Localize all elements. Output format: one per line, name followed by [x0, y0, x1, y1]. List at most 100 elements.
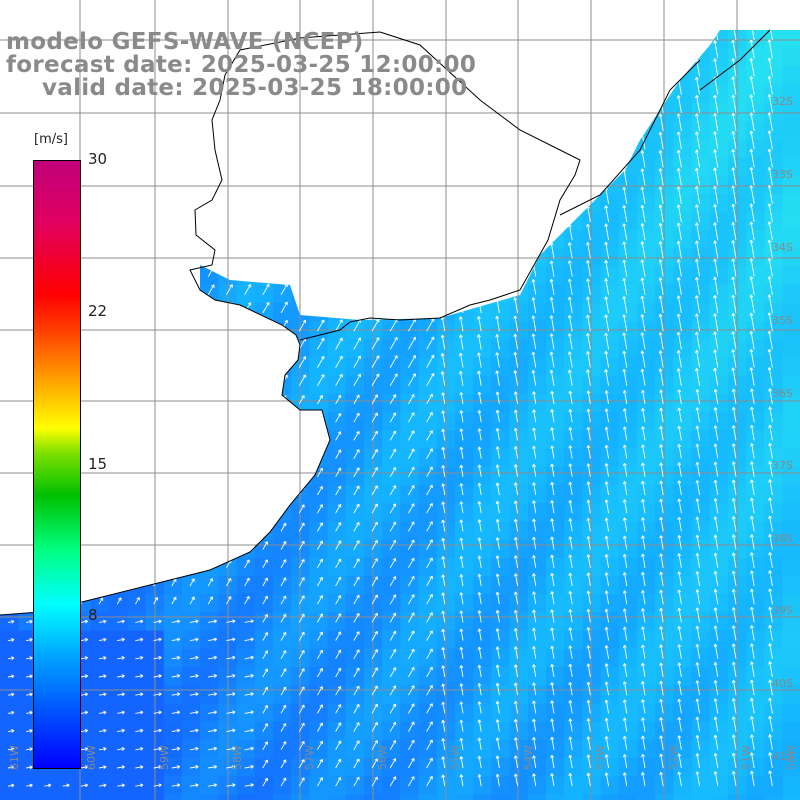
wind-arrow — [244, 432, 250, 441]
wind-arrow — [135, 560, 140, 569]
wind-arrow — [477, 683, 482, 696]
wind-arrow — [317, 740, 323, 751]
wind-arrow — [568, 736, 573, 750]
wind-arrow — [25, 416, 30, 423]
wind-arrow — [641, 480, 646, 496]
wind-arrow — [298, 577, 305, 587]
wind-arrow — [226, 505, 232, 514]
wind-arrow — [408, 666, 415, 678]
wind-arrow — [98, 579, 104, 587]
wind-arrow — [371, 521, 378, 532]
wind-arrow — [767, 185, 773, 204]
wind-arrow — [513, 151, 519, 168]
wind-arrow — [189, 396, 195, 405]
wind-arrow — [731, 203, 737, 223]
wind-arrow — [641, 590, 646, 605]
wind-arrow — [153, 175, 160, 186]
wind-arrow — [189, 560, 195, 569]
wind-arrow — [641, 553, 646, 568]
wind-arrow — [7, 359, 14, 368]
wind-arrow — [731, 625, 737, 641]
wind-arrow — [262, 192, 270, 205]
wind-arrow — [317, 394, 323, 405]
wind-arrow — [298, 686, 305, 696]
wind-arrow — [116, 524, 122, 532]
wind-arrow — [768, 515, 773, 532]
wind-arrow — [153, 121, 160, 132]
wind-arrow — [153, 248, 160, 259]
wind-arrow — [676, 149, 682, 168]
wind-arrow — [262, 632, 268, 641]
wind-arrow — [550, 609, 555, 623]
wind-arrow — [226, 450, 232, 459]
colorbar-tick-22: 22 — [88, 302, 108, 320]
wind-arrow — [659, 753, 664, 769]
wind-arrow — [622, 735, 628, 750]
wind-arrow — [495, 555, 500, 568]
wind-arrow — [676, 368, 682, 386]
wind-arrow — [440, 352, 446, 368]
wind-arrow — [658, 313, 664, 332]
wind-arrow — [749, 239, 755, 259]
wind-arrow — [459, 410, 464, 423]
wind-arrow — [226, 395, 232, 405]
wind-arrow — [116, 248, 123, 259]
wind-arrow — [750, 552, 755, 568]
wind-arrow — [135, 415, 140, 423]
wind-arrow — [713, 425, 719, 441]
wind-arrow — [244, 413, 250, 423]
wind-arrow — [389, 703, 397, 714]
wind-arrow — [317, 413, 323, 423]
wind-arrow — [513, 773, 519, 787]
wind-arrow — [459, 446, 464, 459]
wind-arrow — [7, 286, 14, 296]
wind-arrow — [622, 572, 628, 587]
wind-arrow — [244, 247, 252, 259]
wind-arrow — [426, 703, 433, 714]
wind-arrow — [567, 314, 573, 332]
wind-arrow — [298, 613, 305, 623]
wind-arrow — [513, 391, 519, 405]
wind-arrow — [713, 625, 719, 641]
wind-arrow — [335, 137, 343, 150]
wind-arrow — [116, 103, 123, 114]
wind-arrow — [531, 97, 537, 113]
wind-arrow — [604, 663, 610, 678]
wind-arrow — [153, 193, 160, 205]
wind-arrow — [135, 578, 140, 587]
lat-label: 39S — [772, 604, 793, 617]
wind-arrow — [695, 113, 701, 132]
wind-arrow — [713, 570, 719, 587]
wind-arrow — [550, 773, 555, 787]
wind-arrow — [567, 351, 573, 368]
wind-arrow — [768, 461, 773, 477]
wind-arrow — [26, 747, 33, 752]
lon-label: 54W — [522, 745, 535, 770]
wind-arrow — [659, 462, 664, 477]
wind-arrow — [549, 369, 555, 386]
wind-arrow — [26, 674, 33, 679]
wind-arrow — [371, 337, 380, 350]
wind-arrow — [513, 206, 519, 223]
wind-arrow — [389, 394, 397, 405]
wind-arrow — [568, 536, 573, 550]
wind-arrow — [550, 518, 555, 532]
wind-arrow — [532, 518, 537, 532]
wind-arrow — [513, 352, 519, 368]
wind-arrow — [622, 462, 628, 477]
wind-arrow — [731, 479, 737, 496]
wind-arrow — [604, 205, 610, 223]
wind-arrow — [459, 519, 464, 532]
wind-arrow — [440, 189, 446, 204]
wind-arrow — [62, 103, 68, 114]
wind-arrow — [622, 77, 628, 95]
wind-arrow — [731, 534, 737, 550]
wind-arrow — [353, 521, 360, 532]
wind-arrow — [676, 113, 682, 132]
wind-arrow — [586, 608, 591, 623]
wind-arrow — [459, 646, 464, 659]
wind-arrow — [531, 351, 537, 368]
wind-arrow — [7, 86, 14, 95]
wind-arrow — [226, 338, 233, 350]
wind-arrow — [713, 698, 719, 714]
